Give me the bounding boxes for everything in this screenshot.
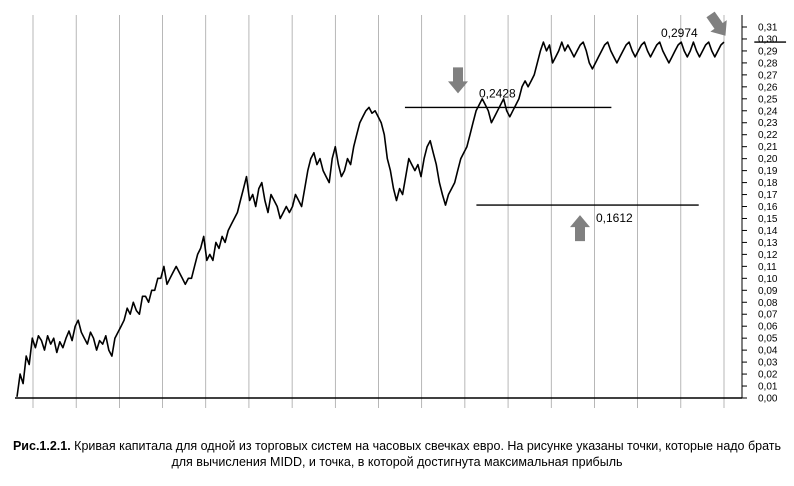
caption-text: Кривая капитала для одной из торговых си…: [70, 439, 782, 469]
annotation-value-label: 0,2428: [479, 86, 516, 100]
y-tick-label: 0,24: [758, 106, 778, 117]
caption-lead: Рис.1.2.1.: [12, 439, 71, 453]
y-tick-label: 0,01: [758, 382, 778, 393]
y-tick-label: 0,17: [758, 190, 778, 201]
y-tick-label: 0,25: [758, 94, 778, 105]
y-tick-label: 0,26: [758, 82, 778, 93]
y-tick-label: 0,05: [758, 334, 778, 345]
y-tick-label: 0,18: [758, 178, 778, 189]
y-tick-label: 0,02: [758, 370, 778, 381]
equity-line: [16, 41, 725, 397]
y-axis-ticks: 0,000,010,020,030,040,050,060,070,080,09…: [742, 23, 778, 405]
y-tick-label: 0,20: [758, 154, 778, 165]
y-tick-label: 0,00: [758, 394, 778, 405]
down-arrow-icon: [706, 11, 727, 36]
vertical-gridlines: [32, 15, 725, 408]
y-tick-label: 0,06: [758, 322, 778, 333]
y-tick-label: 0,29: [758, 46, 778, 57]
equity-series: [16, 41, 725, 397]
y-tick-label: 0,21: [758, 142, 778, 153]
y-tick-label: 0,28: [758, 58, 778, 69]
y-tick-label: 0,30: [758, 34, 778, 45]
y-tick-label: 0,04: [758, 346, 778, 357]
y-tick-label: 0,07: [758, 310, 778, 321]
annotation-value-label: 0,2974: [661, 26, 698, 40]
up-arrow-icon: [570, 215, 590, 242]
y-tick-label: 0,19: [758, 166, 778, 177]
y-tick-label: 0,27: [758, 70, 778, 81]
y-tick-label: 0,14: [758, 226, 778, 237]
y-tick-label: 0,03: [758, 358, 778, 369]
y-tick-label: 0,22: [758, 130, 778, 141]
equity-curve-chart: 0,000,010,020,030,040,050,060,070,080,09…: [15, 11, 787, 408]
y-tick-label: 0,10: [758, 274, 778, 285]
annotation-value-label: 0,1612: [596, 211, 633, 225]
chart-annotations: 0,2428 0,1612 0,2974: [404, 11, 787, 242]
y-tick-label: 0,11: [758, 262, 777, 273]
y-tick-label: 0,09: [758, 286, 778, 297]
down-arrow-icon: [448, 67, 468, 94]
figure-caption: Рис.1.2.1. Кривая капитала для одной из …: [10, 438, 784, 470]
y-tick-label: 0,23: [758, 118, 778, 129]
y-tick-label: 0,08: [758, 298, 778, 309]
y-tick-label: 0,13: [758, 238, 778, 249]
y-tick-label: 0,12: [758, 250, 778, 261]
y-tick-label: 0,15: [758, 214, 778, 225]
y-tick-label: 0,31: [758, 23, 778, 34]
y-tick-label: 0,16: [758, 202, 778, 213]
